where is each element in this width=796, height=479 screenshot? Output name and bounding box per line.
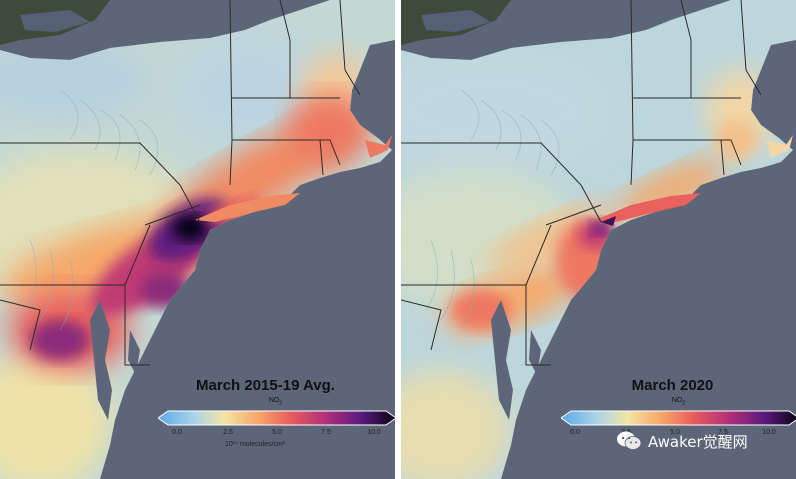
colorbar-tick: 2.5 (223, 429, 233, 436)
cape-cod (766, 135, 793, 158)
delaware-bay (128, 330, 140, 375)
colorbar-tick: 10.0 (367, 429, 381, 436)
lake-ontario (20, 10, 90, 32)
colorbar-tick: 5.0 (670, 429, 680, 436)
colorbar-tick: 0.0 (570, 429, 580, 436)
no2-concentration-map-2020 (401, 0, 796, 479)
long-island (596, 193, 701, 222)
no2-concentration-map-2015-19 (0, 0, 395, 479)
delaware-bay (529, 330, 541, 375)
colorbar-tick: 7.5 (718, 429, 728, 436)
long-island (195, 193, 300, 222)
colorbar-tick: 5.0 (272, 429, 282, 436)
colorbar-tick: 7.5 (321, 429, 331, 436)
colorbar-unit: 10¹⁵ molecules/cm² (225, 441, 286, 448)
map-title: March 2015-19 Avg. (196, 377, 335, 394)
chesapeake-bay (90, 300, 112, 420)
nyc-hotspot (601, 216, 616, 226)
colorbar-tick: 0.0 (172, 429, 182, 436)
map-panel-2020: March 2020 NO2 0.0 2.5 5.0 7.5 10.0 (401, 0, 796, 479)
map-title: March 2020 (631, 377, 714, 394)
pollutant-label: NO2 (671, 397, 686, 407)
colorbar (158, 410, 395, 426)
wechat-icon (617, 431, 642, 450)
state-borders (0, 0, 361, 366)
map-panel-2015-19: March 2015-19 Avg. NO2 0.0 2.5 5.0 7.5 1… (0, 0, 395, 479)
chesapeake-bay (491, 300, 513, 420)
colorbar (561, 410, 796, 426)
cape-cod (365, 135, 392, 158)
watermark: Awaker觉醒网 (616, 427, 748, 455)
watermark-text: Awaker觉醒网 (648, 432, 748, 451)
lake-ontario (421, 10, 491, 32)
state-borders (401, 0, 762, 366)
pollutant-label: NO2 (268, 397, 283, 407)
colorbar-tick: 10.0 (762, 429, 776, 436)
